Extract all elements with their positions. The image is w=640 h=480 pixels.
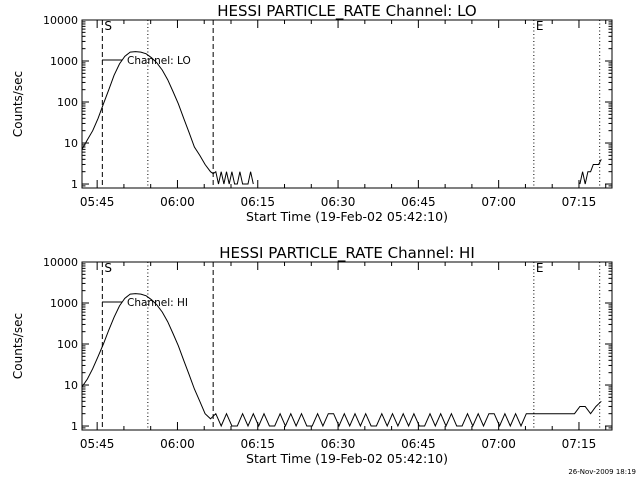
- event-marker-label: E: [536, 261, 544, 275]
- x-tick-label: 05:45: [80, 195, 115, 209]
- plot-frame: [81, 19, 613, 189]
- event-marker-label: S: [104, 19, 112, 33]
- chart-title: HESSI PARTICLE_RATE Channel: LO: [217, 2, 476, 21]
- y-tick-label: 1: [71, 178, 78, 191]
- x-tick-label: 06:30: [321, 195, 356, 209]
- x-tick-label: 07:00: [481, 437, 516, 451]
- event-marker-label: S: [104, 261, 112, 275]
- legend-label: Channel: LO: [127, 55, 191, 67]
- footer-timestamp: 26-Nov-2009 18:19: [568, 468, 636, 476]
- y-tick-label: 10000: [43, 256, 78, 269]
- y-tick-label: 1000: [50, 297, 78, 310]
- y-tick-label: 100: [57, 338, 78, 351]
- x-tick-label: 06:15: [240, 437, 275, 451]
- series-line: [579, 159, 602, 185]
- plot-frame: [81, 261, 613, 431]
- x-tick-label: 06:00: [160, 437, 195, 451]
- y-axis-label: Counts/sec: [11, 71, 25, 137]
- x-tick-label: 06:30: [321, 437, 356, 451]
- event-marker-label: E: [536, 19, 544, 33]
- series-line: [81, 293, 602, 428]
- y-tick-label: 10: [64, 137, 78, 150]
- x-axis-label: Start Time (19-Feb-02 05:42:10): [246, 451, 448, 466]
- y-tick-label: 10000: [43, 14, 78, 27]
- x-tick-label: 06:00: [160, 195, 195, 209]
- chart-panel-lo: HESSI PARTICLE_RATE Channel: LO 1 10 100 100…: [11, 2, 613, 224]
- x-tick-label: 07:00: [481, 195, 516, 209]
- y-tick-label: 1: [71, 420, 78, 433]
- x-tick-label: 07:15: [562, 195, 597, 209]
- x-tick-label: 05:45: [80, 437, 115, 451]
- x-axis-label: Start Time (19-Feb-02 05:42:10): [246, 209, 448, 224]
- x-tick-label: 06:45: [401, 437, 436, 451]
- y-tick-label: 1000: [50, 55, 78, 68]
- x-tick-label: 06:15: [240, 195, 275, 209]
- x-tick-label: 07:15: [562, 437, 597, 451]
- chart-panel-hi: HESSI PARTICLE_RATE Channel: HI 1 10 100 100…: [11, 244, 613, 466]
- x-tick-label: 06:45: [401, 195, 436, 209]
- y-tick-label: 10: [64, 379, 78, 392]
- series-line: [81, 51, 254, 185]
- y-tick-label: 100: [57, 96, 78, 109]
- y-axis-label: Counts/sec: [11, 313, 25, 379]
- chart-title: HESSI PARTICLE_RATE Channel: HI: [219, 244, 475, 263]
- legend-label: Channel: HI: [127, 297, 188, 309]
